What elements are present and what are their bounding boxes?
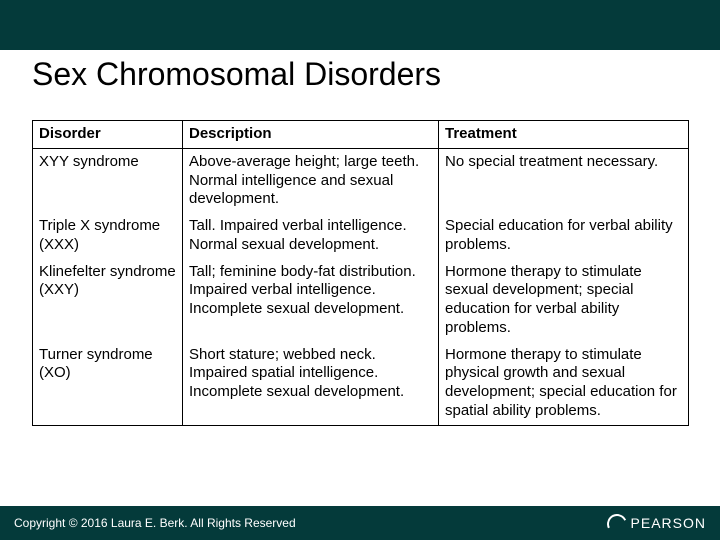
header-description: Description	[183, 121, 439, 149]
table-row: Turner syndrome (XO) Short stature; webb…	[33, 342, 689, 426]
copyright-text: Copyright © 2016 Laura E. Berk. All Righ…	[14, 516, 296, 530]
cell-treatment: Hormone therapy to stimulate sexual deve…	[439, 259, 689, 342]
cell-treatment: Special education for verbal ability pro…	[439, 213, 689, 259]
cell-disorder: Klinefelter syndrome (XXY)	[33, 259, 183, 342]
cell-disorder: Triple X syndrome (XXX)	[33, 213, 183, 259]
table-header-row: Disorder Description Treatment	[33, 121, 689, 149]
table-row: Triple X syndrome (XXX) Tall. Impaired v…	[33, 213, 689, 259]
pearson-logo: PEARSON	[607, 514, 706, 532]
header-treatment: Treatment	[439, 121, 689, 149]
disorders-table: Disorder Description Treatment XYY syndr…	[32, 120, 689, 426]
cell-disorder: XYY syndrome	[33, 148, 183, 213]
pearson-logo-text: PEARSON	[631, 515, 706, 531]
cell-description: Above-average height; large teeth. Norma…	[183, 148, 439, 213]
cell-description: Tall; feminine body-fat distribution. Im…	[183, 259, 439, 342]
header-band: Sex Chromosomal Disorders	[0, 0, 720, 104]
cell-description: Short stature; webbed neck. Impaired spa…	[183, 342, 439, 426]
header-disorder: Disorder	[33, 121, 183, 149]
slide-title: Sex Chromosomal Disorders	[32, 56, 441, 93]
footer-bar: Copyright © 2016 Laura E. Berk. All Righ…	[0, 506, 720, 540]
cell-disorder: Turner syndrome (XO)	[33, 342, 183, 426]
cell-treatment: No special treatment necessary.	[439, 148, 689, 213]
cell-treatment: Hormone therapy to stimulate physical gr…	[439, 342, 689, 426]
table-row: XYY syndrome Above-average height; large…	[33, 148, 689, 213]
cell-description: Tall. Impaired verbal intelligence. Norm…	[183, 213, 439, 259]
pearson-swoosh-icon	[607, 514, 625, 532]
table-row: Klinefelter syndrome (XXY) Tall; feminin…	[33, 259, 689, 342]
